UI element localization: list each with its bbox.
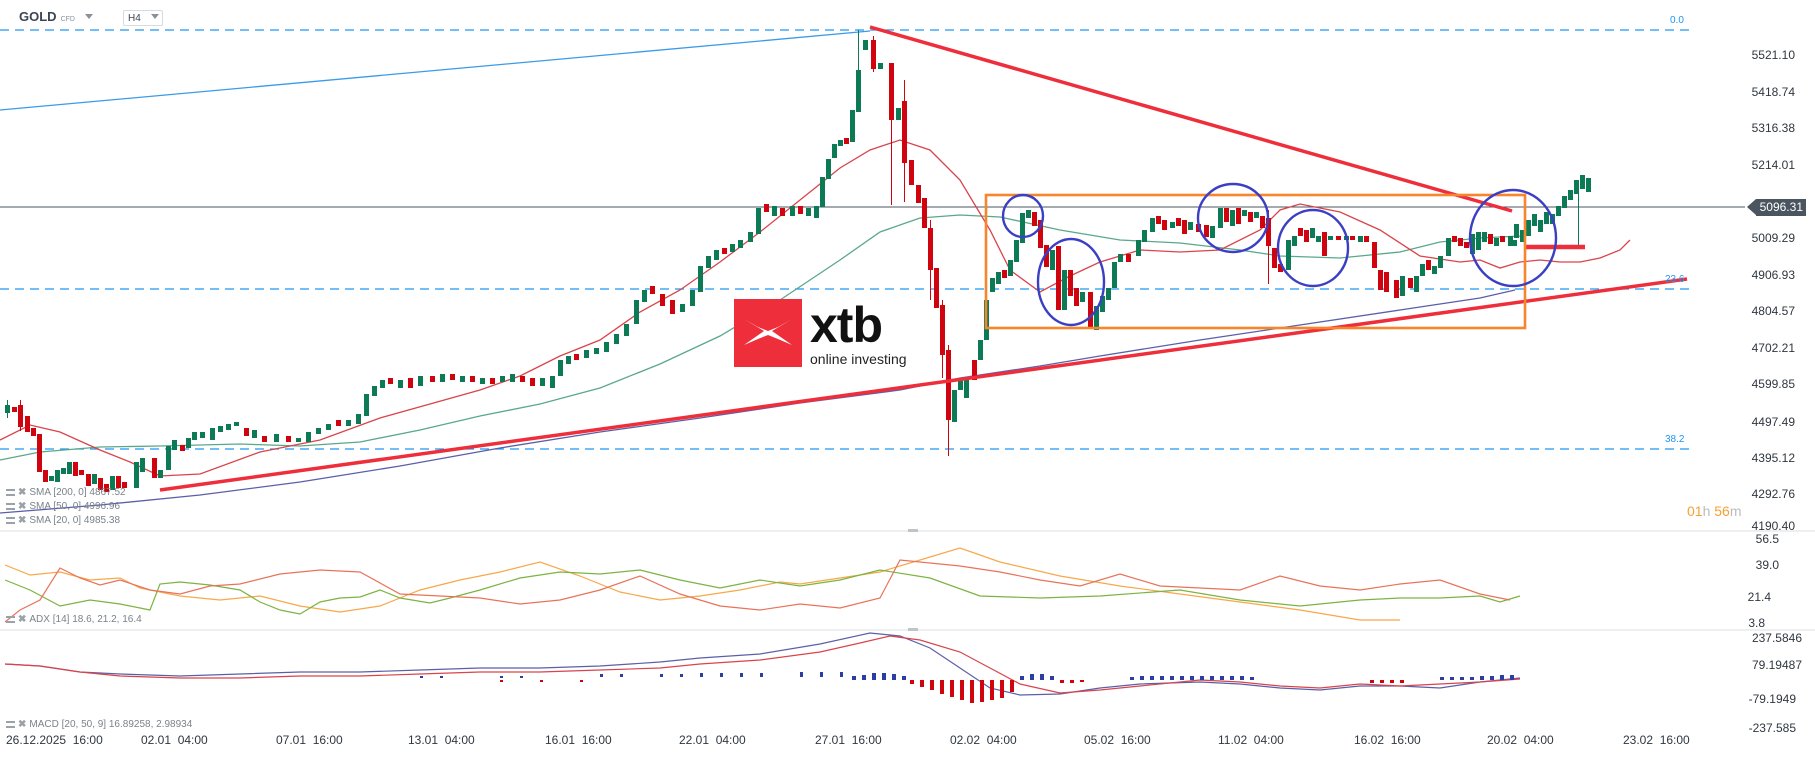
- macd-axis-label: -237.585: [1748, 721, 1796, 735]
- symbol-selector[interactable]: GOLD CFD: [19, 9, 93, 24]
- candles: [5, 30, 1591, 492]
- legend-adx: ✖ ADX [14] 18.6, 21.2, 16.4: [6, 614, 142, 625]
- price-axis-label: 5214.01: [1751, 158, 1795, 172]
- price-axis-label: 4292.76: [1751, 487, 1795, 501]
- current-price-tag: 5096.31: [1746, 199, 1806, 216]
- adx-axis-label: 56.5: [1755, 532, 1779, 546]
- legend-sma200: ✖ SMA [200, 0] 4867.52: [6, 487, 126, 498]
- price-axis-label: 5009.29: [1751, 231, 1795, 245]
- support-trendline: [159, 277, 1688, 492]
- price-axis-label: 4804.57: [1751, 304, 1795, 318]
- chevron-down-icon: [84, 14, 93, 19]
- time-axis-label: 13.01 04:00: [408, 733, 475, 747]
- time-axis-label: 22.01 04:00: [679, 733, 746, 747]
- settings-icon[interactable]: [6, 616, 15, 623]
- adx-axis-label: 3.8: [1748, 616, 1765, 630]
- time-axis-label: 23.02 16:00: [1623, 733, 1690, 747]
- price-axis-label: 5418.74: [1751, 85, 1795, 99]
- price-axis-label: 4702.21: [1751, 341, 1795, 355]
- price-axis-label: 4599.85: [1751, 377, 1795, 391]
- time-axis-label: 02.02 04:00: [950, 733, 1017, 747]
- price-axis-label: 4906.93: [1751, 268, 1795, 282]
- settings-icon[interactable]: [6, 503, 15, 510]
- price-axis-label: 5316.38: [1751, 121, 1795, 135]
- timeframe-value: H4: [128, 12, 141, 24]
- fib-label-23-6: 23.6: [1665, 274, 1685, 285]
- settings-icon[interactable]: [6, 489, 15, 496]
- close-icon[interactable]: ✖: [18, 487, 27, 498]
- legend-sma20: ✖ SMA [20, 0] 4985.38: [6, 515, 120, 526]
- macd-axis-label: 79.19487: [1751, 658, 1802, 672]
- time-axis-label: 26.12.2025 16:00: [6, 733, 103, 747]
- fib-label-0: 0.0: [1670, 15, 1684, 26]
- chevron-down-icon: [150, 13, 159, 19]
- timeframe-select[interactable]: H4: [123, 10, 163, 26]
- time-axis-label: 16.01 16:00: [545, 733, 612, 747]
- time-axis-label: 16.02 16:00: [1354, 733, 1421, 747]
- range-box: [984, 193, 1527, 330]
- time-axis-label: 02.01 04:00: [141, 733, 208, 747]
- time-axis-label: 20.02 04:00: [1487, 733, 1554, 747]
- close-icon[interactable]: ✖: [18, 501, 27, 512]
- xtb-tagline: online investing: [810, 351, 907, 367]
- settings-icon[interactable]: [6, 721, 15, 728]
- price-axis-label: 4395.12: [1751, 451, 1795, 465]
- price-axis-label: 5521.10: [1751, 48, 1795, 62]
- xtb-logo: xtb online investing: [734, 299, 907, 367]
- time-axis-label: 07.01 16:00: [276, 733, 343, 747]
- time-axis-label: 27.01 16:00: [815, 733, 882, 747]
- adx-axis-label: 39.0: [1755, 558, 1779, 572]
- macd-axis-label: 237.5846: [1751, 631, 1802, 645]
- symbol-name: GOLD: [19, 9, 57, 24]
- fib-label-38-2: 38.2: [1665, 434, 1685, 445]
- resistance-trendline: [869, 25, 1513, 213]
- adx-axis-label: 21.4: [1747, 590, 1771, 604]
- close-icon[interactable]: ✖: [18, 719, 27, 730]
- time-axis-label: 11.02 04:00: [1218, 733, 1284, 747]
- legend-macd: ✖ MACD [20, 50, 9] 16.89258, 2.98934: [6, 719, 192, 730]
- legend-sma50: ✖ SMA [50, 0] 4996.96: [6, 501, 120, 512]
- macd-axis-label: -79.1949: [1748, 692, 1796, 706]
- xtb-brand: xtb: [810, 297, 883, 353]
- price-axis-label: 4497.49: [1751, 415, 1795, 429]
- settings-icon[interactable]: [6, 517, 15, 524]
- close-icon[interactable]: ✖: [18, 614, 27, 625]
- symbol-type: CFD: [60, 16, 75, 23]
- time-axis-label: 05.02 16:00: [1084, 733, 1151, 747]
- candle-countdown: 01h 56m: [1687, 503, 1742, 519]
- price-axis-label: 4190.40: [1751, 519, 1795, 533]
- close-icon[interactable]: ✖: [18, 515, 27, 526]
- xtb-logo-mark-icon: [734, 299, 802, 367]
